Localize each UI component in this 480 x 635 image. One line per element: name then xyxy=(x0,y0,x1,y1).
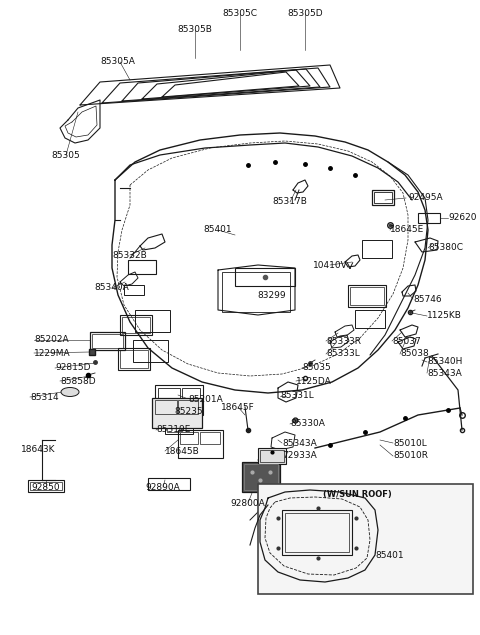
Text: 1229MA: 1229MA xyxy=(34,349,71,358)
Text: 85331L: 85331L xyxy=(280,392,314,401)
Text: 85305: 85305 xyxy=(52,150,80,159)
Text: 85235: 85235 xyxy=(174,408,203,417)
Bar xyxy=(148,478,190,490)
Bar xyxy=(28,480,64,492)
Text: 85037: 85037 xyxy=(392,337,421,345)
Text: 85340A: 85340A xyxy=(95,283,130,293)
Bar xyxy=(124,285,144,295)
Bar xyxy=(222,272,290,312)
Bar xyxy=(178,430,223,458)
Text: 85401: 85401 xyxy=(376,552,404,561)
Text: 85010R: 85010R xyxy=(393,451,428,460)
Bar xyxy=(372,190,394,205)
Text: 85333R: 85333R xyxy=(326,337,361,345)
Text: 85305D: 85305D xyxy=(287,10,323,18)
Text: 85314: 85314 xyxy=(30,392,59,401)
Text: 92815D: 92815D xyxy=(55,363,91,373)
Bar xyxy=(260,450,284,462)
Bar xyxy=(355,310,385,328)
Text: 85332B: 85332B xyxy=(113,250,147,260)
Text: 83299: 83299 xyxy=(258,290,286,300)
Bar xyxy=(135,310,170,332)
Bar xyxy=(282,510,352,555)
Text: 85333L: 85333L xyxy=(326,349,360,359)
Text: 85305B: 85305B xyxy=(178,25,213,34)
Bar xyxy=(90,332,125,350)
Bar xyxy=(242,462,280,492)
Bar xyxy=(128,260,156,274)
Bar xyxy=(155,385,203,415)
Text: 18645B: 18645B xyxy=(165,446,200,455)
Bar xyxy=(178,400,198,414)
Bar xyxy=(120,315,152,335)
Text: 18643K: 18643K xyxy=(21,446,55,455)
Bar xyxy=(200,432,220,444)
Bar xyxy=(348,285,386,307)
Text: 85319E: 85319E xyxy=(156,425,191,434)
Text: 85010L: 85010L xyxy=(393,439,427,448)
Text: 72933A: 72933A xyxy=(282,451,317,460)
Text: 85305A: 85305A xyxy=(101,58,135,67)
Text: 1125DA: 1125DA xyxy=(296,377,332,385)
Bar xyxy=(285,513,349,552)
Bar xyxy=(350,287,384,305)
Text: 85858D: 85858D xyxy=(60,377,96,385)
Bar xyxy=(155,400,177,414)
Bar xyxy=(258,448,286,464)
Text: 92890A: 92890A xyxy=(145,483,180,491)
Bar xyxy=(122,317,150,333)
Text: 92495A: 92495A xyxy=(408,194,443,203)
Bar xyxy=(152,398,202,428)
Bar xyxy=(182,388,200,400)
Bar xyxy=(165,418,193,434)
Bar xyxy=(158,388,180,400)
Text: 85343A: 85343A xyxy=(427,368,462,377)
Bar xyxy=(30,482,62,490)
Text: 92620: 92620 xyxy=(448,213,477,222)
Bar xyxy=(92,334,123,348)
Bar xyxy=(133,340,168,362)
Text: 18645F: 18645F xyxy=(221,403,255,411)
Text: 85305C: 85305C xyxy=(223,10,257,18)
Bar xyxy=(258,484,473,594)
Ellipse shape xyxy=(61,387,79,396)
Bar xyxy=(374,192,392,203)
Text: 85401: 85401 xyxy=(204,225,232,234)
Text: 85380C: 85380C xyxy=(428,243,463,253)
Bar xyxy=(235,268,295,286)
Text: 85330A: 85330A xyxy=(290,420,325,429)
Text: 18645E: 18645E xyxy=(390,225,424,234)
Text: 85202A: 85202A xyxy=(34,335,69,345)
Text: 85343A: 85343A xyxy=(282,439,317,448)
Ellipse shape xyxy=(179,404,191,411)
Bar xyxy=(244,464,278,490)
Text: 92850: 92850 xyxy=(32,483,60,491)
Text: 85317B: 85317B xyxy=(273,197,307,206)
Bar xyxy=(120,350,148,368)
Text: 85746: 85746 xyxy=(413,295,442,304)
Text: 92800A: 92800A xyxy=(230,498,265,507)
Bar xyxy=(180,432,198,444)
Text: 1125KB: 1125KB xyxy=(427,312,462,321)
Text: 85201A: 85201A xyxy=(188,394,223,403)
Bar xyxy=(362,240,392,258)
Text: 85038: 85038 xyxy=(400,349,429,359)
Bar xyxy=(418,213,440,223)
Text: 85035: 85035 xyxy=(302,363,331,373)
Text: (W/SUN ROOF): (W/SUN ROOF) xyxy=(323,490,392,498)
Text: 10410V: 10410V xyxy=(312,260,348,269)
Bar xyxy=(167,420,179,432)
Text: 85340H: 85340H xyxy=(427,358,462,366)
Bar xyxy=(118,348,150,370)
